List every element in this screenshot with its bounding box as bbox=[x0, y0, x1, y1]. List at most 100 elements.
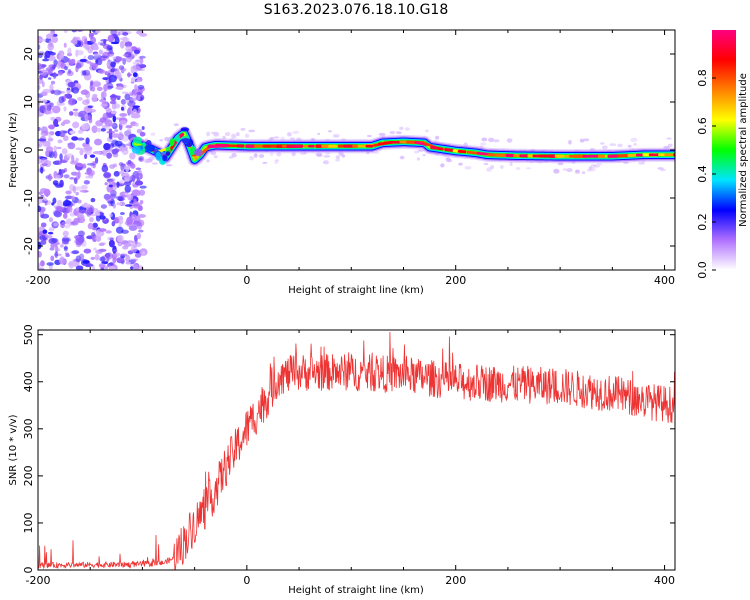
spectral-speckle bbox=[73, 111, 79, 117]
spectral-speckle bbox=[105, 230, 112, 234]
spectral-speckle bbox=[131, 146, 141, 154]
spectral-speckle bbox=[59, 130, 66, 138]
spectral-speckle bbox=[132, 259, 137, 263]
spectral-speckle bbox=[50, 243, 58, 248]
colorbar-ticks: 0.0 0.2 0.4 0.6 0.8 bbox=[696, 69, 716, 279]
spectral-speckle bbox=[124, 220, 132, 226]
spectral-speckle bbox=[82, 260, 90, 264]
colorbar-label: Normalized spectral amplitude bbox=[738, 73, 749, 227]
spectral-speckle bbox=[627, 144, 632, 148]
spectral-speckle bbox=[159, 139, 164, 142]
spectral-speckle bbox=[115, 56, 123, 62]
spectral-speckle bbox=[69, 160, 79, 165]
spectral-speckle bbox=[136, 232, 142, 240]
spectral-speckle bbox=[38, 205, 42, 213]
spectral-speckle bbox=[72, 121, 80, 129]
spectral-speckle bbox=[75, 206, 80, 212]
spectral-speckle bbox=[132, 61, 141, 66]
spectral-speckle bbox=[120, 211, 125, 216]
spectral-speckle bbox=[85, 115, 93, 121]
spectral-speckle bbox=[114, 140, 123, 147]
spectral-speckle bbox=[90, 36, 97, 44]
spectral-speckle bbox=[57, 139, 63, 144]
spectral-speckle bbox=[64, 224, 71, 229]
spectral-speckle bbox=[42, 104, 50, 108]
spectral-speckle bbox=[389, 130, 396, 135]
y-tick-label: 20 bbox=[22, 47, 35, 61]
spectral-speckle bbox=[189, 146, 196, 156]
spectral-speckle bbox=[134, 264, 139, 270]
spectral-speckle bbox=[139, 55, 146, 59]
spectral-speckle bbox=[136, 91, 142, 95]
spectral-speckle bbox=[89, 216, 94, 223]
spectral-speckle bbox=[75, 157, 79, 162]
spectral-speckle bbox=[486, 167, 492, 172]
spectral-speckle bbox=[91, 94, 98, 103]
spectral-speckle bbox=[65, 253, 70, 257]
spectral-speckle bbox=[38, 38, 47, 42]
spectral-speckle bbox=[123, 181, 132, 186]
spectral-speckle bbox=[118, 216, 124, 225]
spectral-speckle bbox=[490, 165, 495, 170]
spectral-speckle bbox=[124, 184, 131, 193]
spectral-speckle bbox=[38, 158, 42, 164]
spectral-speckle bbox=[100, 204, 108, 209]
spectral-speckle bbox=[120, 106, 125, 111]
spectral-speckle bbox=[61, 221, 70, 225]
spectral-speckle bbox=[323, 155, 331, 158]
spectral-speckle bbox=[82, 99, 90, 106]
spectral-speckle bbox=[50, 80, 56, 85]
spectral-speckle bbox=[92, 222, 98, 228]
spectral-speckle bbox=[103, 83, 108, 92]
spectral-speckle bbox=[206, 131, 211, 137]
ridge-peak bbox=[457, 149, 467, 154]
spectral-speckle bbox=[83, 248, 92, 254]
spectral-speckle bbox=[46, 262, 54, 266]
spectral-speckle bbox=[109, 94, 118, 98]
spectral-speckle bbox=[124, 204, 133, 207]
spectral-speckle bbox=[87, 105, 93, 109]
spectral-speckle bbox=[45, 110, 54, 115]
spectral-speckle bbox=[118, 65, 125, 71]
spectral-speckle bbox=[130, 92, 134, 96]
spectral-speckle bbox=[40, 213, 50, 219]
spectral-speckle bbox=[83, 180, 90, 185]
spectral-speckle bbox=[126, 240, 134, 244]
spectral-speckle bbox=[416, 157, 421, 161]
spectral-speckle bbox=[100, 42, 107, 46]
spectral-speckle bbox=[137, 170, 142, 173]
spectral-ridge bbox=[128, 126, 675, 167]
spectral-speckle bbox=[57, 71, 63, 76]
spectral-speckle bbox=[62, 237, 71, 242]
spectral-speckle bbox=[40, 166, 44, 174]
y-tick-label: 0 bbox=[22, 567, 35, 574]
spectral-speckle bbox=[399, 155, 405, 160]
ridge-peak bbox=[436, 146, 444, 151]
spectral-speckle bbox=[119, 112, 128, 117]
x-tick-label: 200 bbox=[445, 574, 466, 587]
spectral-speckle bbox=[165, 164, 173, 167]
spectral-speckle bbox=[341, 154, 346, 158]
spectral-speckle bbox=[588, 166, 596, 172]
spectral-speckle bbox=[97, 127, 102, 133]
spectral-speckle bbox=[71, 87, 80, 94]
spectral-speckle bbox=[48, 133, 52, 140]
spectral-speckle bbox=[87, 222, 94, 230]
spectral-speckle bbox=[46, 200, 51, 205]
spectral-speckle bbox=[96, 86, 103, 91]
spectral-speckle bbox=[59, 169, 66, 174]
spectral-speckle bbox=[322, 160, 329, 165]
spectral-speckle bbox=[132, 65, 141, 71]
spectral-speckle bbox=[63, 42, 67, 48]
spectral-speckle bbox=[76, 212, 84, 218]
spectral-speckle bbox=[42, 88, 51, 94]
spectral-speckle bbox=[75, 265, 84, 270]
spectral-speckle bbox=[68, 206, 73, 213]
spectral-speckle bbox=[84, 263, 94, 268]
spectral-speckle bbox=[61, 241, 70, 245]
spectral-speckle bbox=[335, 155, 341, 159]
spectral-speckle bbox=[458, 162, 463, 166]
spectral-speckle bbox=[169, 139, 175, 146]
spectral-speckle bbox=[96, 212, 101, 216]
